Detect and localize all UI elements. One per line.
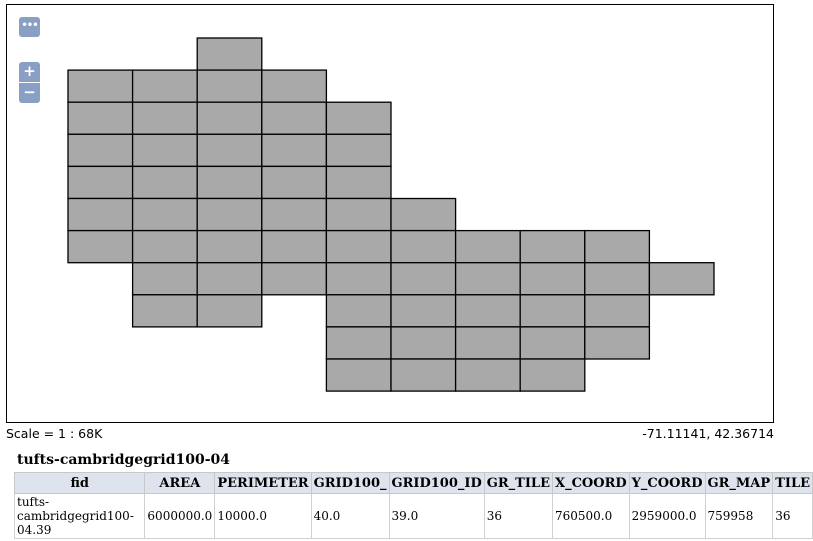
column-header: GRID100_ID <box>389 473 484 494</box>
column-header: GRID100_ <box>311 473 389 494</box>
grid-cell[interactable] <box>326 295 391 327</box>
grid-cell[interactable] <box>262 134 327 166</box>
grid-cell[interactable] <box>133 295 198 327</box>
grid-cell[interactable] <box>133 166 198 198</box>
column-header: AREA <box>145 473 215 494</box>
zoom-in-button[interactable]: + <box>19 62 40 82</box>
grid-cell[interactable] <box>326 263 391 295</box>
grid-cell[interactable] <box>326 327 391 359</box>
grid-cell[interactable] <box>456 263 521 295</box>
grid-cell[interactable] <box>326 359 391 391</box>
table-cell: 2959000.0 <box>629 494 705 539</box>
grid-cell[interactable] <box>456 295 521 327</box>
grid-cell[interactable] <box>326 134 391 166</box>
column-header: fid <box>15 473 145 494</box>
grid-cell[interactable] <box>456 231 521 263</box>
grid-cell[interactable] <box>391 327 456 359</box>
more-options-button[interactable]: ••• <box>19 17 40 37</box>
grid-cell[interactable] <box>262 102 327 134</box>
column-header: Y_COORD <box>629 473 705 494</box>
grid-cell[interactable] <box>197 38 262 70</box>
grid-cell[interactable] <box>520 231 585 263</box>
grid-cell[interactable] <box>68 70 133 102</box>
grid-cell[interactable] <box>197 102 262 134</box>
coordinate-readout: -71.11141, 42.36714 <box>642 426 774 441</box>
column-header: PERIMETER <box>215 473 311 494</box>
grid-cell[interactable] <box>520 263 585 295</box>
grid-cell[interactable] <box>68 231 133 263</box>
grid-cell[interactable] <box>68 134 133 166</box>
grid-cell[interactable] <box>133 263 198 295</box>
table-cell: 759958 <box>705 494 773 539</box>
map-viewport[interactable]: ••• + − <box>6 4 774 423</box>
grid-cell[interactable] <box>197 166 262 198</box>
grid-cell[interactable] <box>133 134 198 166</box>
table-cell: 10000.0 <box>215 494 311 539</box>
grid-cell[interactable] <box>262 263 327 295</box>
grid-cell[interactable] <box>262 166 327 198</box>
grid-cell[interactable] <box>520 327 585 359</box>
grid-cell[interactable] <box>197 199 262 231</box>
table-cell: 6000000.0 <box>145 494 215 539</box>
grid-cell[interactable] <box>326 102 391 134</box>
grid-layer[interactable] <box>7 5 775 424</box>
table-cell: 39.0 <box>389 494 484 539</box>
grid-cell[interactable] <box>585 327 650 359</box>
grid-cell[interactable] <box>133 102 198 134</box>
column-header: GR_TILE <box>484 473 552 494</box>
table-row: tufts-cambridgegrid100-04.39 6000000.0 100… <box>15 494 813 539</box>
grid-cell[interactable] <box>68 199 133 231</box>
grid-cell[interactable] <box>456 359 521 391</box>
grid-cell[interactable] <box>520 359 585 391</box>
status-bar: Scale = 1 : 68K -71.11141, 42.36714 <box>6 426 774 442</box>
grid-cell[interactable] <box>197 70 262 102</box>
grid-cell[interactable] <box>585 231 650 263</box>
grid-cell[interactable] <box>262 231 327 263</box>
grid-cell[interactable] <box>456 327 521 359</box>
table-header-row: fid AREA PERIMETER GRID100_ GRID100_ID GR_TIL… <box>15 473 813 494</box>
grid-cell[interactable] <box>197 231 262 263</box>
column-header: X_COORD <box>552 473 629 494</box>
column-header: GR_MAP <box>705 473 773 494</box>
grid-cell[interactable] <box>133 199 198 231</box>
grid-cell[interactable] <box>197 134 262 166</box>
table-cell: 40.0 <box>311 494 389 539</box>
grid-cell[interactable] <box>133 70 198 102</box>
grid-cell[interactable] <box>520 295 585 327</box>
grid-cell[interactable] <box>326 231 391 263</box>
grid-cell[interactable] <box>262 199 327 231</box>
grid-cell[interactable] <box>585 295 650 327</box>
grid-cell[interactable] <box>326 199 391 231</box>
grid-cell[interactable] <box>133 231 198 263</box>
grid-cell[interactable] <box>326 166 391 198</box>
grid-cell[interactable] <box>68 166 133 198</box>
column-header: TILE <box>773 473 813 494</box>
layer-title: tufts-cambridgegrid100-04 <box>17 452 230 468</box>
table-cell: 36 <box>484 494 552 539</box>
grid-cell[interactable] <box>391 199 456 231</box>
grid-cell[interactable] <box>262 70 327 102</box>
zoom-out-button[interactable]: − <box>19 83 40 103</box>
grid-cell[interactable] <box>391 263 456 295</box>
table-cell: 36 <box>773 494 813 539</box>
scale-readout: Scale = 1 : 68K <box>6 426 102 441</box>
grid-cell[interactable] <box>197 263 262 295</box>
grid-cell[interactable] <box>585 263 650 295</box>
grid-cell[interactable] <box>649 263 714 295</box>
table-cell: tufts-cambridgegrid100-04.39 <box>15 494 145 539</box>
table-cell: 760500.0 <box>552 494 629 539</box>
feature-info-table: fid AREA PERIMETER GRID100_ GRID100_ID GR_TIL… <box>14 472 813 539</box>
grid-cell[interactable] <box>391 231 456 263</box>
grid-cell[interactable] <box>68 102 133 134</box>
grid-cell[interactable] <box>197 295 262 327</box>
grid-cell[interactable] <box>391 295 456 327</box>
grid-cell[interactable] <box>391 359 456 391</box>
